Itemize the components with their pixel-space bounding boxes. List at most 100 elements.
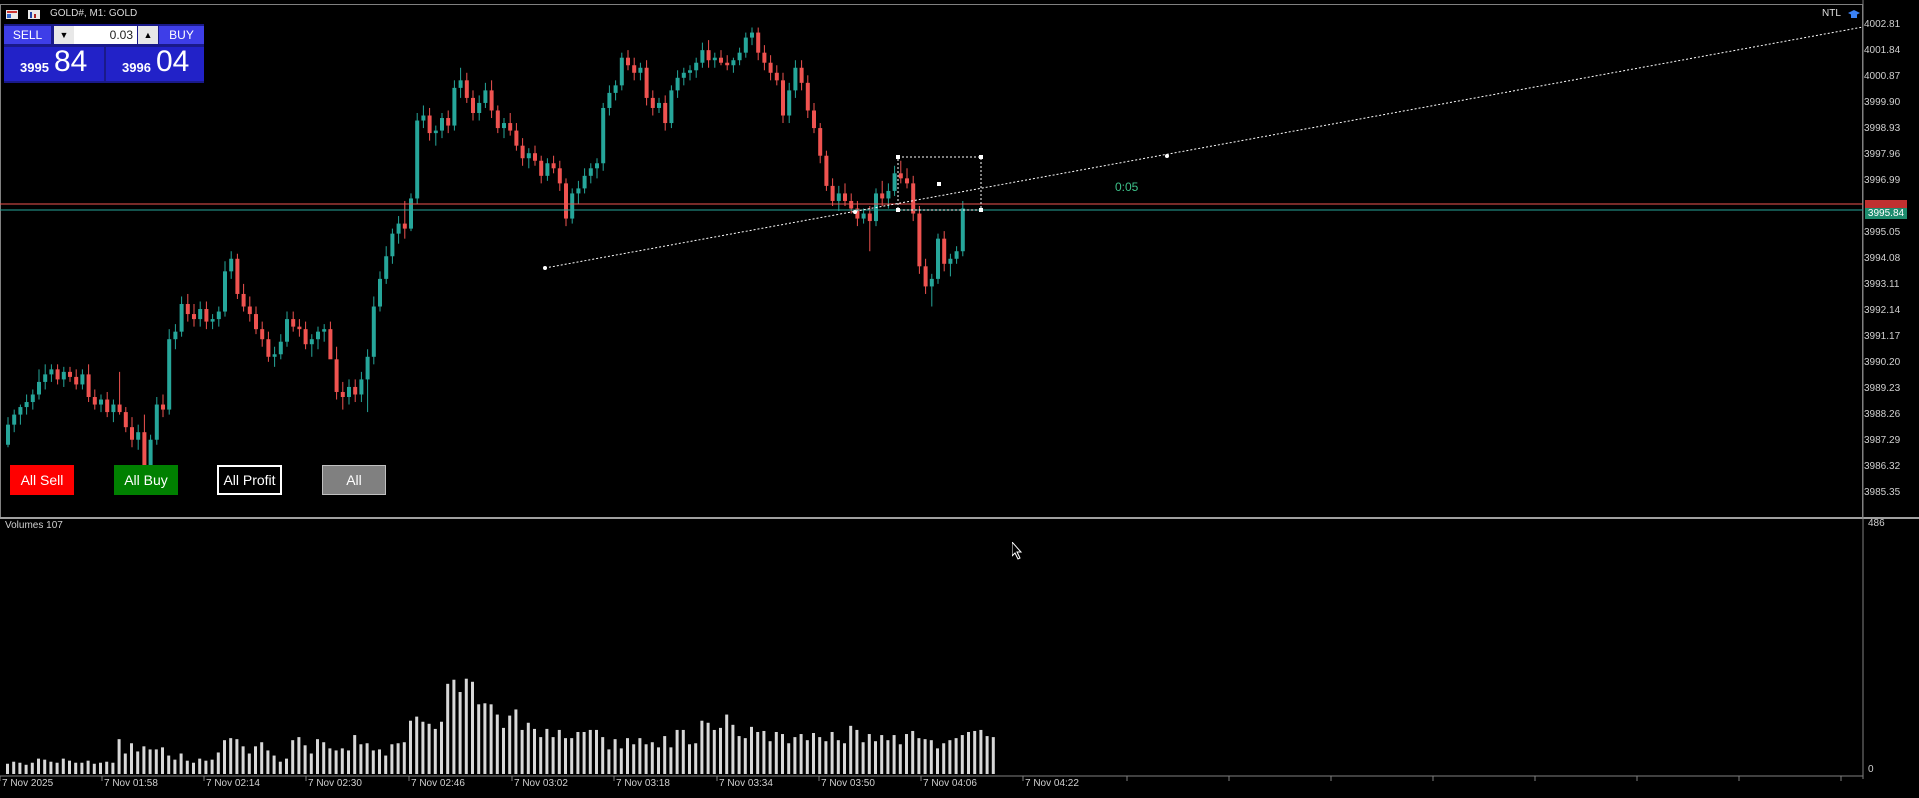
candle	[266, 339, 270, 357]
candle	[6, 425, 10, 445]
lot-decrease-icon[interactable]: ▼	[54, 26, 74, 44]
volume-bar	[744, 738, 747, 774]
candle	[56, 369, 60, 379]
candle	[62, 372, 66, 380]
sell-price-button[interactable]: 3995 84	[4, 47, 104, 81]
candle	[508, 123, 512, 131]
time-axis-label: 7 Nov 03:02	[514, 778, 568, 789]
candle	[669, 90, 673, 123]
volume-bar	[124, 754, 127, 774]
candle	[620, 58, 624, 86]
volume-bar	[564, 738, 567, 774]
candle	[552, 163, 556, 168]
all-buy-button[interactable]: All Buy	[114, 465, 178, 495]
candle	[421, 116, 425, 121]
volume-bar	[911, 731, 914, 774]
volume-bar	[855, 730, 858, 774]
all-sell-button[interactable]: All Sell	[10, 465, 74, 495]
candle	[118, 405, 122, 413]
candle	[626, 58, 630, 66]
volume-bar	[514, 709, 517, 774]
candle	[483, 90, 487, 103]
candle	[372, 307, 376, 357]
candle	[155, 405, 159, 440]
candle	[663, 103, 667, 123]
candle	[254, 314, 258, 329]
candle	[217, 312, 221, 320]
candle	[502, 123, 506, 128]
volume-bar	[459, 692, 462, 774]
candle	[446, 118, 450, 126]
volume-bar	[533, 729, 536, 774]
close-all-button[interactable]: All	[322, 465, 386, 495]
candle	[80, 374, 84, 384]
candle	[291, 319, 295, 327]
volume-bar	[893, 735, 896, 774]
volume-bar	[862, 742, 865, 774]
bar-timer: 0:05	[1115, 180, 1138, 194]
volume-bar	[149, 749, 152, 774]
candle	[124, 412, 128, 427]
candle	[756, 33, 760, 53]
buy-price-prefix: 3996	[122, 60, 151, 75]
candle	[657, 103, 661, 108]
candle	[583, 176, 587, 189]
time-axis-label: 7 Nov 01:58	[104, 778, 158, 789]
candle	[37, 382, 41, 395]
lot-increase-icon[interactable]: ▲	[138, 26, 158, 44]
volume-bar	[948, 740, 951, 774]
all-profit-button[interactable]: All Profit	[217, 465, 282, 495]
candle	[310, 339, 314, 344]
candle	[93, 397, 97, 405]
candle	[824, 156, 828, 186]
time-axis-label: 7 Nov 03:34	[719, 778, 773, 789]
candle	[260, 329, 264, 339]
buy-button[interactable]: BUY	[159, 26, 204, 44]
candle	[304, 329, 308, 344]
candle	[452, 88, 456, 126]
candle	[248, 307, 252, 315]
candle	[167, 339, 171, 409]
volume-bar	[917, 738, 920, 774]
volume-bar	[161, 747, 164, 774]
candle	[880, 193, 884, 198]
price-axis-label: 3989.23	[1864, 383, 1900, 394]
candle	[707, 50, 711, 60]
candle	[930, 279, 934, 287]
candle	[750, 33, 754, 38]
volume-bar	[731, 725, 734, 774]
rect-handle-tr	[979, 155, 983, 159]
volume-bar	[211, 760, 214, 774]
sell-button[interactable]: SELL	[4, 26, 51, 44]
candle	[74, 377, 78, 385]
volume-axis-min: 0	[1868, 764, 1874, 775]
trend-line-handle-end	[1165, 154, 1169, 158]
volume-bar	[335, 750, 338, 774]
candle	[161, 405, 165, 410]
volume-bar	[713, 730, 716, 774]
candle	[700, 50, 704, 63]
volume-bar	[359, 744, 362, 774]
candle	[235, 259, 239, 294]
time-ticks-group	[0, 776, 1841, 781]
volume-bar	[955, 738, 958, 774]
candle	[130, 427, 134, 440]
volume-bar	[266, 750, 269, 774]
candle	[12, 415, 16, 425]
candle	[285, 319, 289, 342]
candle	[713, 58, 717, 61]
price-axis-label: 3988.26	[1864, 409, 1900, 420]
volume-bar	[496, 715, 499, 774]
volume-bar	[273, 756, 276, 774]
volume-bar	[750, 727, 753, 774]
volume-bar	[347, 750, 350, 774]
lot-size-input[interactable]: 0.03	[74, 26, 137, 44]
volume-bar	[304, 745, 307, 774]
candle	[18, 407, 22, 415]
candle	[961, 209, 965, 252]
volume-bar	[626, 738, 629, 774]
candle	[688, 70, 692, 73]
volume-bar	[80, 763, 83, 774]
buy-price-button[interactable]: 3996 04	[106, 47, 204, 81]
